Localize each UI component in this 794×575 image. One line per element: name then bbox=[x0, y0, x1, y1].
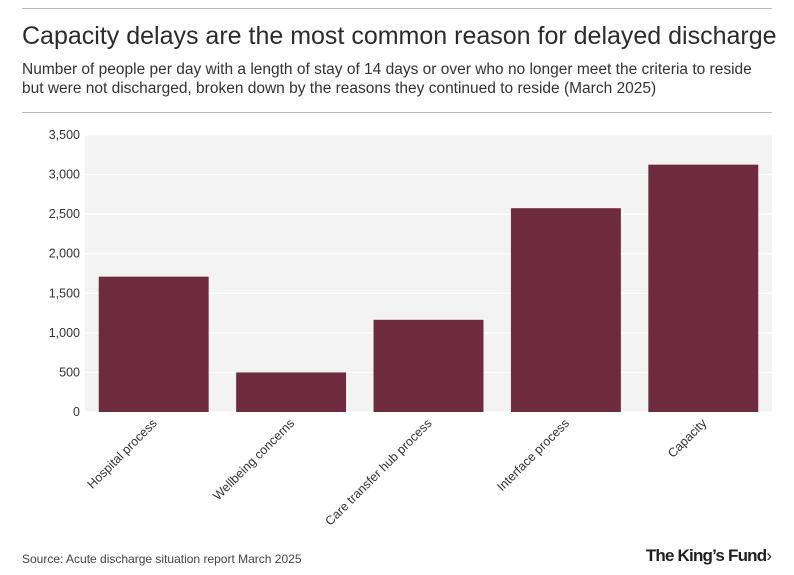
chart-subtitle: Number of people per day with a length o… bbox=[22, 61, 752, 97]
kings-fund-logo: The King’s Fund› bbox=[646, 546, 772, 566]
bars bbox=[98, 164, 759, 412]
logo-text: The King’s Fund bbox=[645, 546, 767, 565]
x-axis: Hospital process Wellbeing concerns Care t… bbox=[85, 416, 710, 529]
x-tick-label: Interface process bbox=[494, 416, 572, 494]
y-tick-label: 2,500 bbox=[49, 207, 80, 221]
x-tick-label: Hospital process bbox=[85, 416, 160, 491]
bar-hospital-process bbox=[98, 276, 209, 412]
y-tick-label: 3,000 bbox=[49, 168, 80, 182]
y-tick-label: 3,500 bbox=[49, 128, 80, 142]
y-tick-label: 2,000 bbox=[49, 247, 80, 261]
y-tick-label: 1,000 bbox=[49, 326, 80, 340]
bar-interface-process bbox=[510, 208, 621, 412]
x-tick-label: Wellbeing concerns bbox=[210, 416, 297, 503]
bar-care-transfer-hub-process bbox=[373, 319, 484, 412]
logo-arrow-icon: › bbox=[766, 546, 772, 565]
x-tick-label: Care transfer hub process bbox=[323, 416, 435, 528]
y-tick-label: 1,500 bbox=[49, 286, 80, 300]
bar-wellbeing-concerns bbox=[236, 372, 347, 412]
top-divider bbox=[22, 8, 772, 9]
bar-chart: 0 500 1,000 1,500 2,000 2,500 3,000 3,500 Hospi… bbox=[49, 128, 772, 529]
x-tick-label: Capacity bbox=[665, 416, 710, 461]
bar-capacity bbox=[648, 164, 759, 412]
y-tick-label: 0 bbox=[73, 405, 80, 419]
y-tick-label: 500 bbox=[59, 365, 80, 379]
chart-title: Capacity delays are the most common reas… bbox=[22, 22, 777, 50]
y-axis: 0 500 1,000 1,500 2,000 2,500 3,000 3,500 bbox=[49, 128, 80, 419]
source-note: Source: Acute discharge situation report… bbox=[22, 552, 302, 566]
header-divider bbox=[22, 112, 772, 113]
